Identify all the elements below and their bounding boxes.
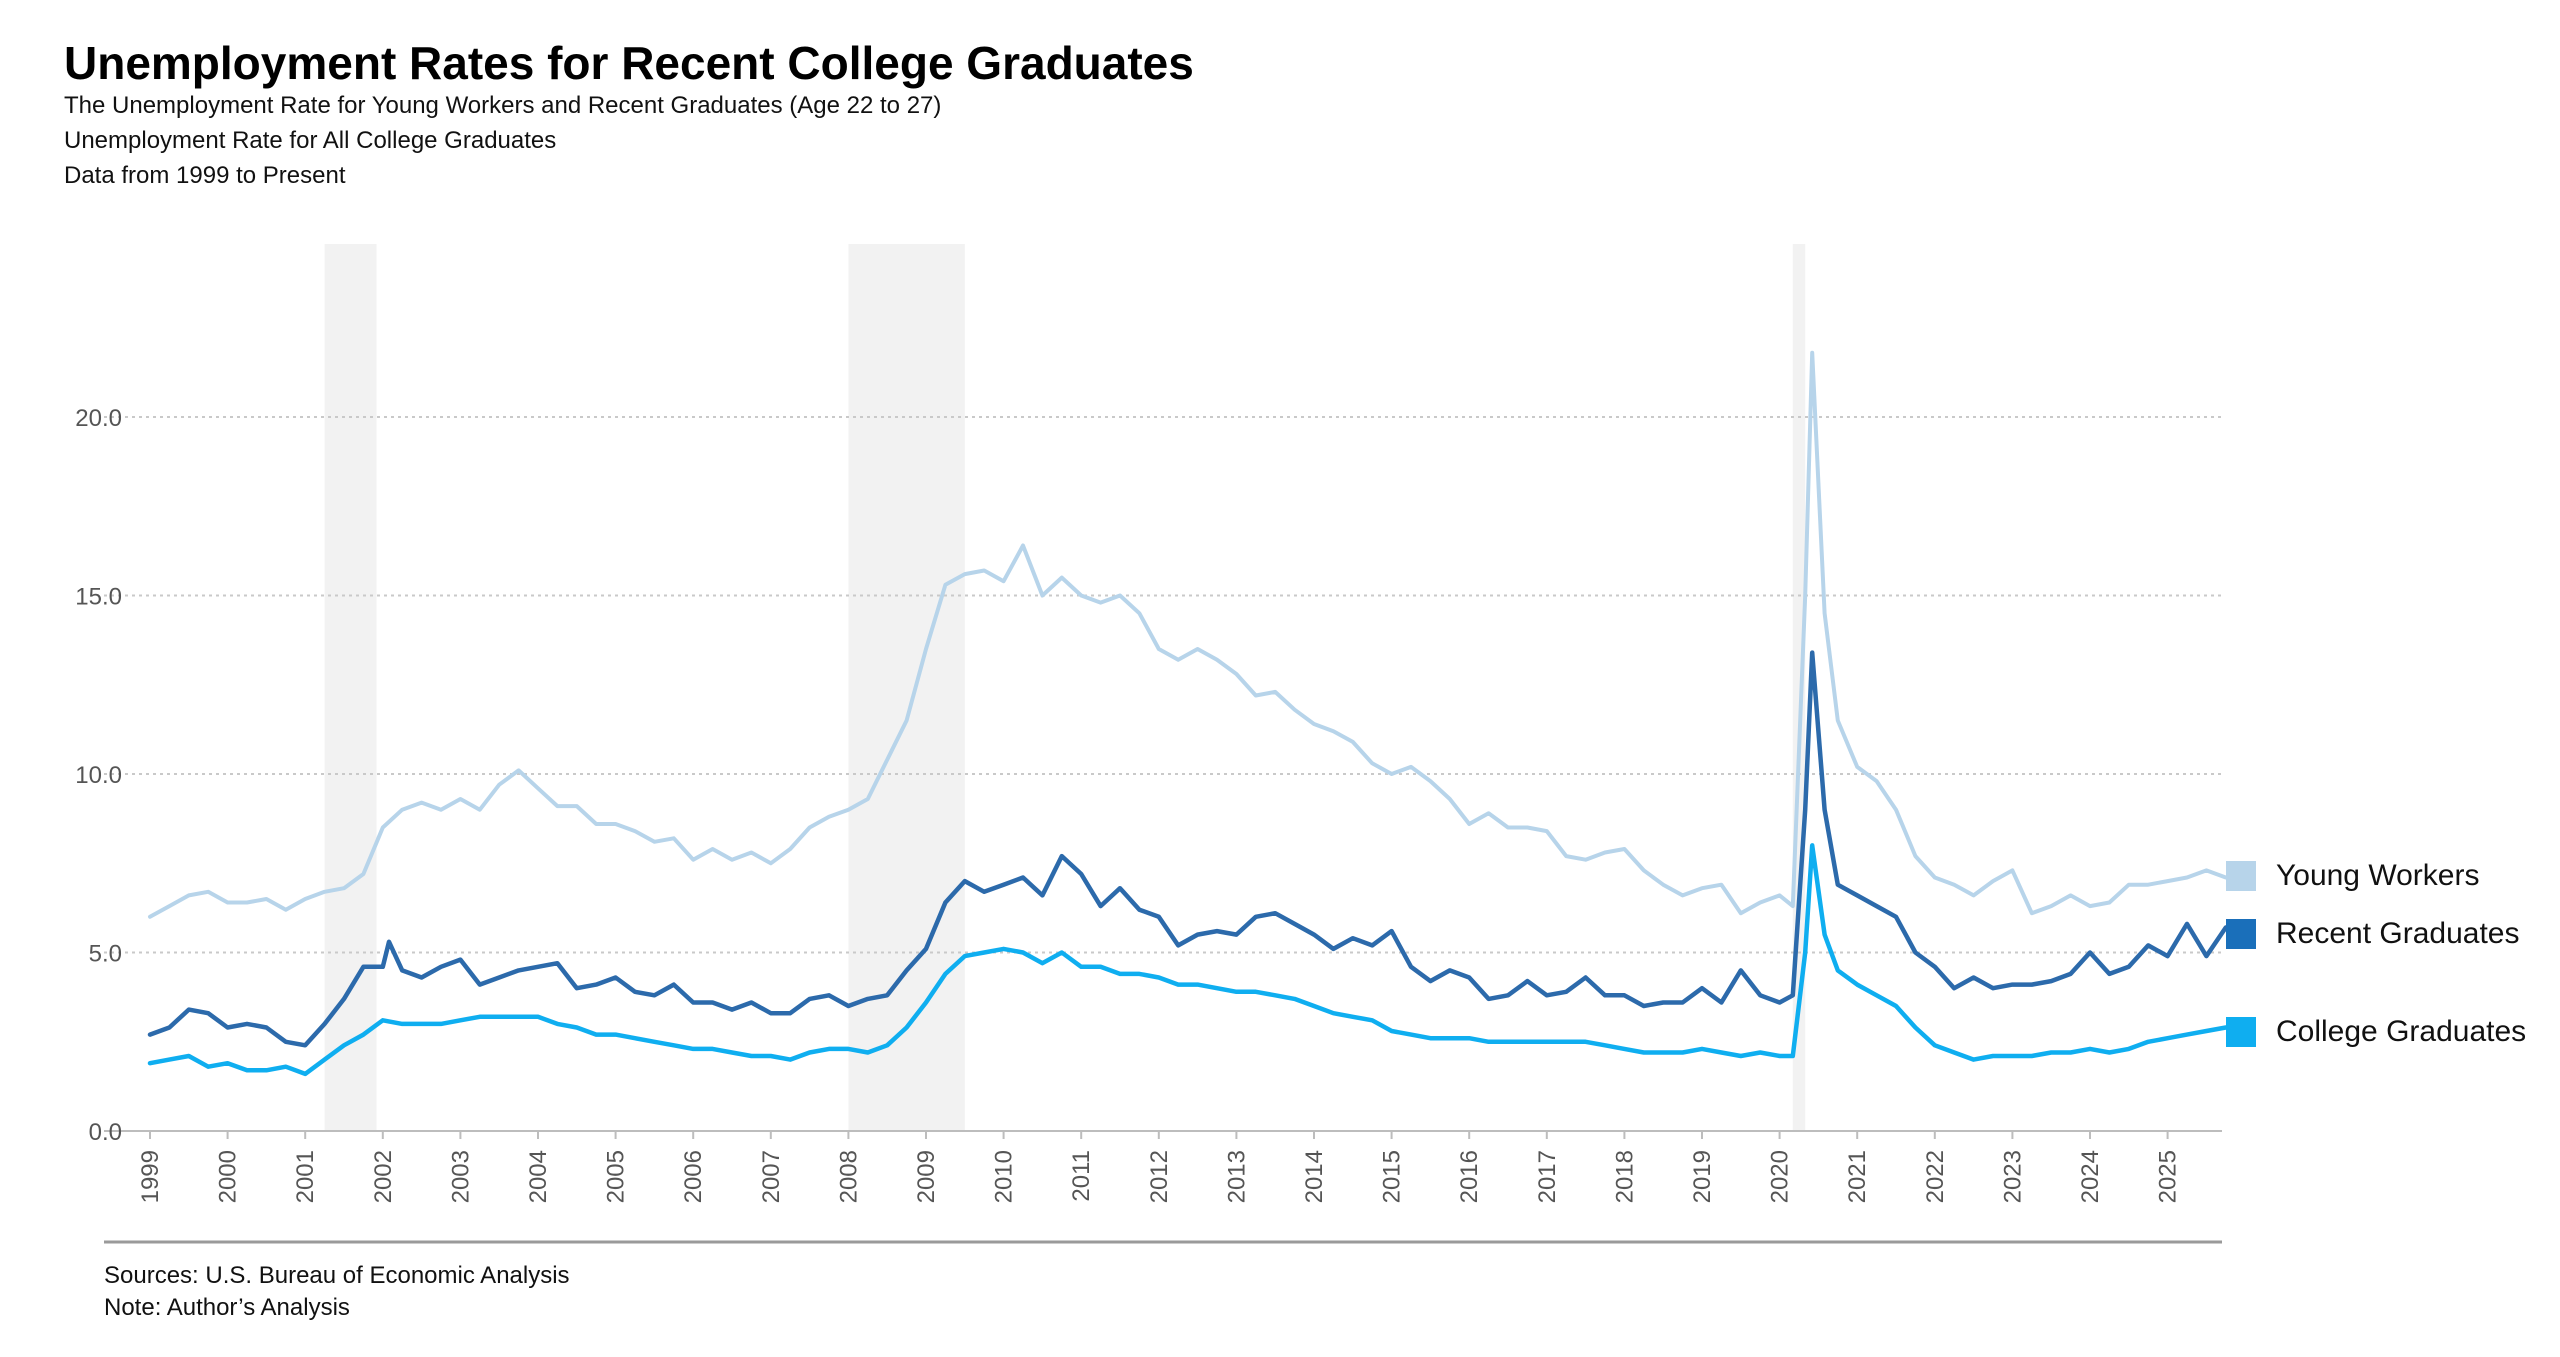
x-tick-label: 2024	[2077, 1150, 2104, 1203]
y-tick-label: 15.0	[75, 584, 122, 611]
recession-band	[848, 244, 965, 1131]
chart-title: Unemployment Rates for Recent College Gr…	[64, 37, 1194, 89]
legend-item-college-graduates: College Graduates	[2226, 1014, 2526, 1050]
x-tick-label: 2012	[1146, 1150, 1173, 1203]
x-tick-label: 2000	[215, 1150, 242, 1203]
x-tick-label: 2014	[1301, 1150, 1328, 1203]
sources-note: Sources: U.S. Bureau of Economic Analysi…	[104, 1262, 570, 1289]
y-tick-label: 5.0	[89, 941, 122, 968]
x-axis-tick-labels: 1999 2000 2001 2002 2003 2004 2005 2006 2007 2008…	[137, 1131, 2182, 1203]
legend-swatch-recent-graduates	[2226, 919, 2256, 949]
y-axis-tick-labels: 0.0 5.0 10.0 15.0 20.0	[75, 405, 122, 1146]
recession-band	[1792, 244, 1806, 1131]
y-tick-label: 10.0	[75, 762, 122, 789]
x-tick-label: 2006	[680, 1150, 707, 1203]
series-line-recent-graduates	[147, 650, 2229, 1048]
x-tick-label: 2003	[447, 1150, 474, 1203]
series-line-college-graduates	[147, 843, 2229, 1077]
legend-swatch-young-workers	[2226, 861, 2256, 891]
recession-band	[324, 244, 377, 1131]
author-note: Note: Author’s Analysis	[104, 1294, 350, 1321]
series-lines	[147, 350, 2229, 1077]
x-tick-label: 2004	[525, 1150, 552, 1203]
series-line-young-workers	[148, 350, 2228, 919]
x-tick-label: 2019	[1689, 1150, 1716, 1203]
y-tick-label: 0.0	[89, 1119, 122, 1146]
x-tick-label: 2017	[1534, 1150, 1561, 1203]
x-tick-label: 2005	[603, 1150, 630, 1203]
legend-label-young-workers: Young Workers	[2276, 859, 2480, 892]
x-tick-label: 2001	[292, 1150, 319, 1203]
x-tick-label: 2022	[1922, 1150, 1949, 1203]
y-tick-label: 20.0	[75, 405, 122, 432]
legend-item-young-workers: Young Workers	[2226, 858, 2479, 894]
x-tick-label: 2008	[835, 1150, 862, 1203]
legend-label-recent-graduates: Recent Graduates	[2276, 917, 2520, 950]
subtitle-college-graduates: Unemployment Rate for All College Gradua…	[64, 127, 557, 154]
subtitle-young-workers: The Unemployment Rate for Young Workers …	[64, 92, 942, 119]
x-tick-label: 2011	[1068, 1150, 1095, 1202]
gridlines	[104, 416, 2222, 1132]
x-tick-label: 2025	[2155, 1150, 2182, 1203]
x-tick-label: 2016	[1456, 1150, 1483, 1203]
x-tick-label: 2009	[913, 1150, 940, 1203]
recession-shading	[324, 244, 1806, 1131]
x-tick-label: 2023	[1999, 1150, 2026, 1203]
x-tick-label: 1999	[137, 1150, 164, 1203]
legend-swatch-college-graduates	[2226, 1017, 2256, 1047]
x-tick-label: 2015	[1379, 1150, 1406, 1203]
legend-label-college-graduates: College Graduates	[2276, 1015, 2527, 1048]
x-tick-label: 2018	[1611, 1150, 1638, 1203]
x-tick-label: 2013	[1223, 1150, 1250, 1203]
x-tick-label: 2007	[758, 1150, 785, 1203]
legend-item-recent-graduates: Recent Graduates	[2226, 916, 2519, 952]
x-tick-label: 2002	[370, 1150, 397, 1203]
subtitle-date-range: Data from 1999 to Present	[64, 162, 346, 189]
x-tick-label: 2010	[991, 1150, 1018, 1203]
x-tick-label: 2021	[1844, 1150, 1871, 1203]
x-tick-label: 2020	[1767, 1150, 1794, 1203]
